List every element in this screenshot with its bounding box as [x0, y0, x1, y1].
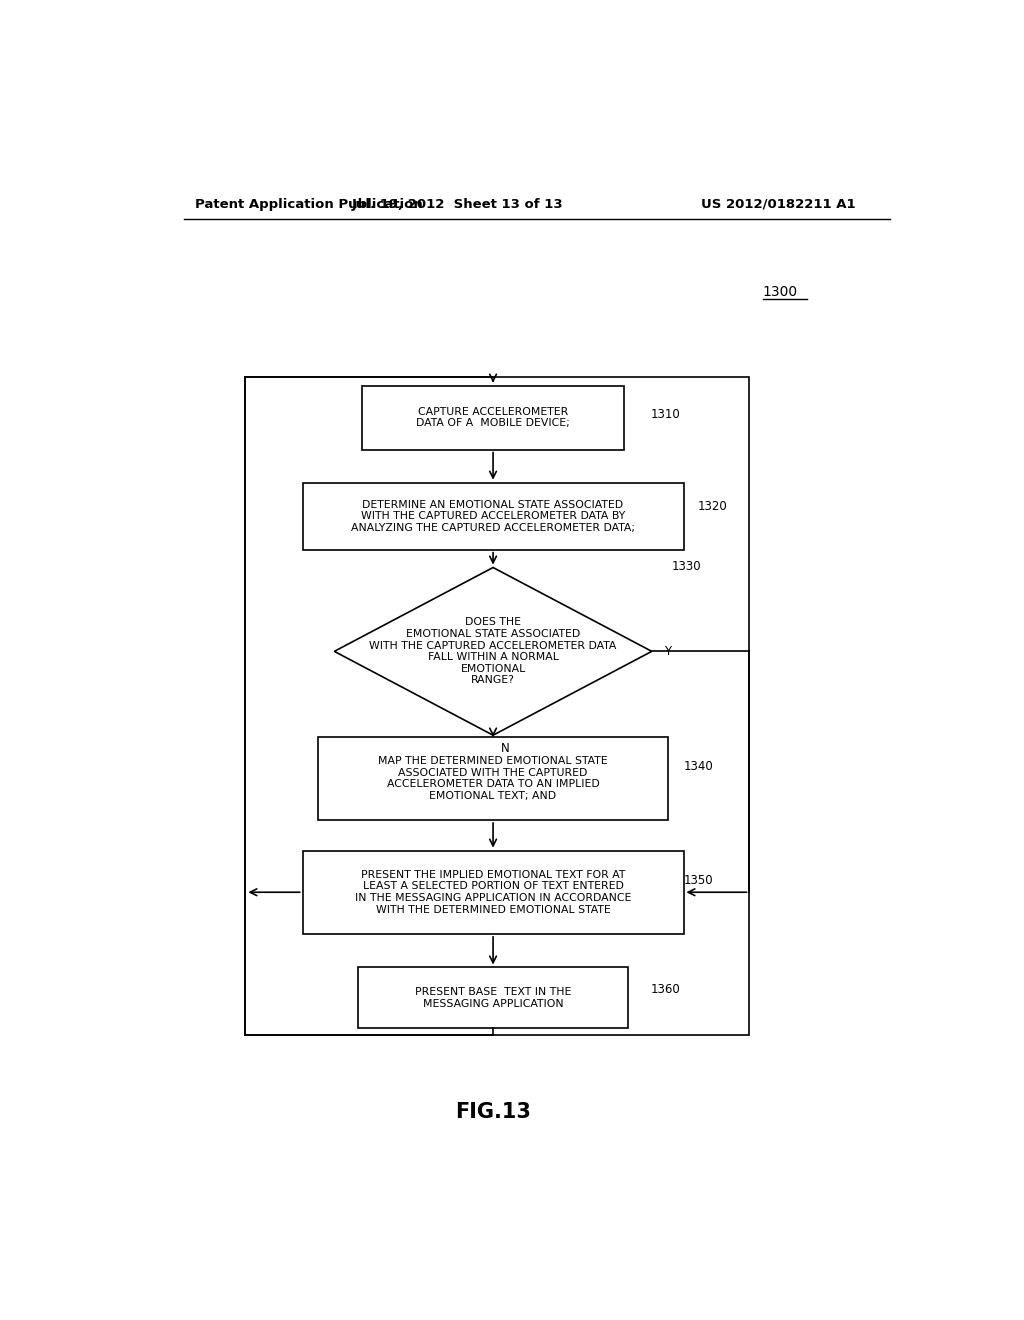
Text: FIG.13: FIG.13	[455, 1102, 531, 1122]
Text: MAP THE DETERMINED EMOTIONAL STATE
ASSOCIATED WITH THE CAPTURED
ACCELEROMETER DA: MAP THE DETERMINED EMOTIONAL STATE ASSOC…	[378, 756, 608, 801]
Text: PRESENT THE IMPLIED EMOTIONAL TEXT FOR AT
LEAST A SELECTED PORTION OF TEXT ENTER: PRESENT THE IMPLIED EMOTIONAL TEXT FOR A…	[355, 870, 631, 915]
Text: CAPTURE ACCELEROMETER
DATA OF A  MOBILE DEVICE;: CAPTURE ACCELEROMETER DATA OF A MOBILE D…	[416, 407, 570, 429]
Text: 1300: 1300	[763, 285, 798, 298]
Text: PRESENT BASE  TEXT IN THE
MESSAGING APPLICATION: PRESENT BASE TEXT IN THE MESSAGING APPLI…	[415, 987, 571, 1008]
Text: 1310: 1310	[650, 408, 680, 421]
Bar	[246, 378, 750, 1035]
Polygon shape	[334, 568, 652, 735]
Text: 1360: 1360	[650, 983, 680, 997]
Text: Y: Y	[664, 645, 671, 657]
Bar	[358, 968, 628, 1028]
Bar	[318, 737, 668, 820]
Text: Patent Application Publication: Patent Application Publication	[196, 198, 423, 211]
Text: 1350: 1350	[684, 874, 713, 887]
Text: US 2012/0182211 A1: US 2012/0182211 A1	[701, 198, 856, 211]
Text: DOES THE
EMOTIONAL STATE ASSOCIATED
WITH THE CAPTURED ACCELEROMETER DATA
FALL WI: DOES THE EMOTIONAL STATE ASSOCIATED WITH…	[370, 618, 616, 685]
Bar	[362, 385, 624, 450]
Text: N: N	[501, 742, 509, 755]
Text: DETERMINE AN EMOTIONAL STATE ASSOCIATED
WITH THE CAPTURED ACCELEROMETER DATA BY
: DETERMINE AN EMOTIONAL STATE ASSOCIATED …	[351, 499, 635, 533]
Text: 1330: 1330	[672, 561, 701, 573]
Bar	[303, 850, 684, 935]
Text: 1340: 1340	[684, 760, 714, 772]
Text: Jul. 19, 2012  Sheet 13 of 13: Jul. 19, 2012 Sheet 13 of 13	[351, 198, 563, 211]
Text: 1320: 1320	[697, 499, 728, 512]
Bar	[303, 483, 684, 549]
